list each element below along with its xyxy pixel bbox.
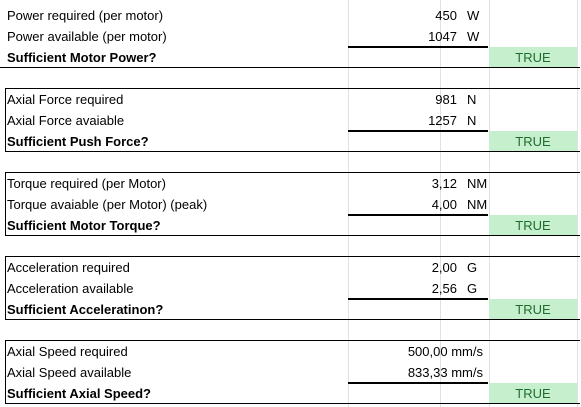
value-text: 833,33: [407, 365, 448, 380]
cell-label[interactable]: Torque required (per Motor): [7, 176, 166, 191]
cell-value[interactable]: 981: [348, 89, 465, 110]
cell-unit[interactable]: G: [467, 281, 478, 296]
cell-unit[interactable]: N: [467, 113, 477, 128]
cell-label[interactable]: Axial Force avaiable: [7, 113, 125, 128]
cell-label[interactable]: Axial Speed available: [7, 365, 132, 380]
summary-label[interactable]: Sufficient Motor Torque?: [7, 218, 161, 233]
cell-unit[interactable]: N: [467, 92, 477, 107]
cell-value[interactable]: 1047: [348, 26, 465, 47]
result-cell[interactable]: TRUE: [489, 215, 577, 236]
cell-label[interactable]: Acceleration available: [7, 281, 134, 296]
summary-label[interactable]: Sufficient Motor Power?: [7, 50, 157, 65]
cell-border: [348, 46, 488, 48]
gridline: [489, 0, 490, 407]
summary-row[interactable]: Sufficient Motor Torque? TRUE: [0, 215, 581, 236]
cell-value[interactable]: 2,56: [348, 278, 465, 299]
value-text: 2,00: [431, 260, 457, 275]
value-text: 1257: [428, 113, 457, 128]
cell-row[interactable]: Torque required (per Motor) 3,12 NM: [0, 173, 581, 194]
gridline: [348, 0, 349, 407]
value-text: 4,00: [431, 197, 457, 212]
cell-unit[interactable]: NM: [467, 176, 488, 191]
summary-label[interactable]: Sufficient Axial Speed?: [7, 386, 151, 401]
cell-unit[interactable]: G: [467, 260, 478, 275]
value-text: 1047: [428, 29, 457, 44]
cell-row[interactable]: Axial Speed required 500,00 mm/s: [0, 341, 581, 362]
cell-border: [348, 382, 488, 384]
summary-row[interactable]: Sufficient Acceleratinon? TRUE: [0, 299, 581, 320]
result-cell[interactable]: TRUE: [489, 383, 577, 404]
value-text: 981: [435, 92, 457, 107]
value-text: 3,12: [431, 176, 457, 191]
cell-value[interactable]: 2,00: [348, 257, 465, 278]
value-text: 500,00: [407, 344, 448, 359]
result-cell[interactable]: TRUE: [489, 131, 577, 152]
summary-row[interactable]: Sufficient Push Force? TRUE: [0, 131, 581, 152]
cell-row[interactable]: Axial Force avaiable 1257 N: [0, 110, 581, 131]
cell-label[interactable]: Torque avaiable (per Motor) (peak): [7, 197, 208, 212]
cell-row[interactable]: Acceleration required 2,00 G: [0, 257, 581, 278]
cell-label[interactable]: Power available (per motor): [7, 29, 167, 44]
summary-row[interactable]: Sufficient Axial Speed? TRUE: [0, 383, 581, 404]
cell-value[interactable]: 3,12: [348, 173, 465, 194]
cell-row[interactable]: Acceleration available 2,56 G: [0, 278, 581, 299]
cell-unit[interactable]: W: [467, 29, 480, 44]
cell-row[interactable]: Axial Force required 981 N: [0, 89, 581, 110]
value-text: 2,56: [431, 281, 457, 296]
result-cell[interactable]: TRUE: [489, 299, 577, 320]
gridline: [440, 0, 441, 407]
value-text: 450: [435, 8, 457, 23]
cell-unit[interactable]: W: [467, 8, 480, 23]
value-unit: mm/s: [451, 344, 483, 359]
gridline: [577, 0, 578, 407]
cell-label[interactable]: Acceleration required: [7, 260, 130, 275]
cell-value[interactable]: 500,00 mm/s: [348, 341, 489, 362]
result-cell[interactable]: TRUE: [489, 47, 577, 68]
cell-row[interactable]: Axial Speed available 833,33 mm/s: [0, 362, 581, 383]
summary-label[interactable]: Sufficient Push Force?: [7, 134, 149, 149]
summary-label[interactable]: Sufficient Acceleratinon?: [7, 302, 164, 317]
value-unit: mm/s: [451, 365, 483, 380]
cell-value[interactable]: 833,33 mm/s: [348, 362, 489, 383]
cell-label[interactable]: Power required (per motor): [7, 8, 164, 23]
cell-value[interactable]: 450: [348, 5, 465, 26]
cell-row[interactable]: Torque avaiable (per Motor) (peak) 4,00 …: [0, 194, 581, 215]
summary-row[interactable]: Sufficient Motor Power? TRUE: [0, 47, 581, 68]
cell-border: [348, 130, 488, 132]
cell-label[interactable]: Axial Speed required: [7, 344, 128, 359]
cell-border: [348, 214, 488, 216]
cell-value[interactable]: 1257: [348, 110, 465, 131]
cell-row[interactable]: Power required (per motor) 450 W: [0, 5, 581, 26]
cell-value[interactable]: 4,00: [348, 194, 465, 215]
cell-row[interactable]: Power available (per motor) 1047 W: [0, 26, 581, 47]
cell-unit[interactable]: NM: [467, 197, 488, 212]
cell-label[interactable]: Axial Force required: [7, 92, 124, 107]
cell-border: [348, 298, 488, 300]
